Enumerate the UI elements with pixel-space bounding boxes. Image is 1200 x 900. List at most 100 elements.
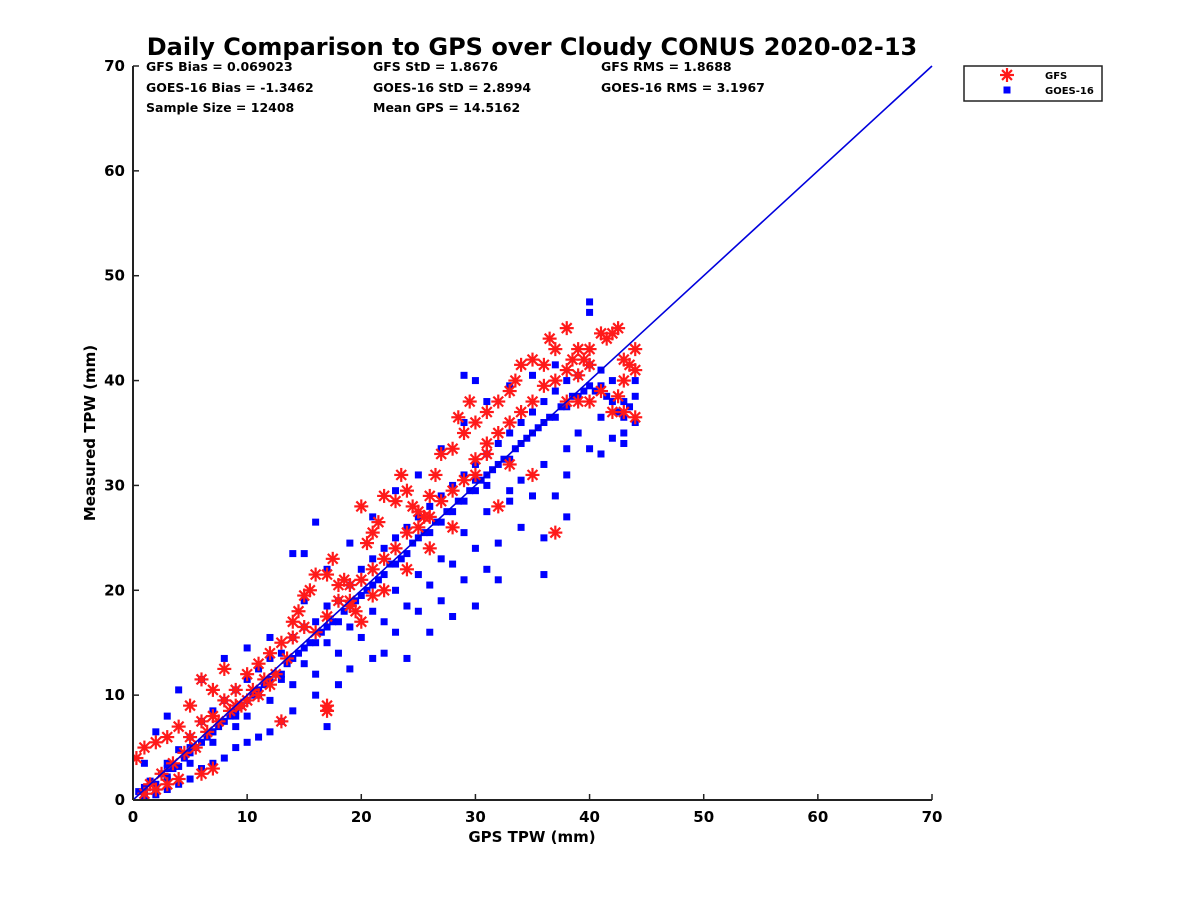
goes16-point bbox=[574, 429, 582, 437]
goes16-point bbox=[449, 560, 457, 568]
goes16-point bbox=[197, 738, 205, 746]
y-tick-label: 0 bbox=[115, 791, 125, 809]
goes16-point bbox=[426, 581, 434, 589]
goes16-point bbox=[529, 408, 536, 416]
gfs-point bbox=[302, 583, 317, 598]
goes16-point bbox=[232, 744, 240, 752]
y-tick-label: 50 bbox=[104, 267, 125, 285]
goes16-point bbox=[460, 529, 468, 537]
gfs-point bbox=[445, 520, 460, 535]
gfs-point bbox=[194, 766, 209, 781]
gfs-point bbox=[251, 656, 266, 671]
goes16-point bbox=[620, 398, 628, 406]
goes16-point bbox=[369, 607, 377, 615]
goes16-point bbox=[357, 592, 365, 600]
gfs-point bbox=[354, 499, 369, 514]
goes16-point bbox=[312, 618, 320, 626]
gfs-point bbox=[582, 357, 597, 372]
y-axis-ticks: 0 10 20 30 40 50 60 70 bbox=[104, 57, 139, 809]
stat-text: Mean GPS = 14.5162 bbox=[373, 100, 520, 115]
gfs-point bbox=[354, 572, 369, 587]
gfs-point bbox=[399, 525, 414, 540]
goes16-point bbox=[551, 413, 559, 421]
goes16-point bbox=[580, 387, 588, 395]
gfs-point bbox=[502, 457, 517, 472]
goes16-point bbox=[140, 759, 148, 767]
gfs-point bbox=[291, 604, 306, 619]
goes16-point bbox=[243, 738, 251, 746]
goes16-point bbox=[506, 497, 514, 505]
legend-gfs-label: GFS bbox=[1045, 71, 1067, 82]
gfs-point bbox=[194, 672, 209, 687]
goes16-point bbox=[471, 602, 479, 610]
goes16-point bbox=[152, 728, 160, 736]
gfs-point bbox=[514, 405, 529, 420]
gfs-point bbox=[468, 467, 483, 482]
gfs-point bbox=[502, 384, 517, 399]
goes16-point bbox=[608, 398, 616, 406]
goes16-point bbox=[340, 607, 348, 615]
gfs-point bbox=[479, 436, 494, 451]
stat-text: Sample Size = 12408 bbox=[146, 100, 294, 115]
goes16-point bbox=[289, 681, 297, 689]
goes16-point bbox=[517, 419, 525, 427]
goes16-point bbox=[346, 665, 354, 673]
gfs-point bbox=[377, 488, 392, 503]
goes16-point bbox=[374, 576, 382, 584]
goes16-point bbox=[529, 492, 536, 500]
gfs-point bbox=[628, 410, 643, 425]
gfs-point bbox=[616, 373, 631, 388]
goes16-point bbox=[369, 513, 377, 521]
gfs-point bbox=[285, 614, 300, 629]
goes16-point bbox=[437, 518, 445, 526]
gfs-point bbox=[240, 693, 255, 708]
stat-text: GFS StD = 1.8676 bbox=[373, 59, 498, 74]
gfs-point bbox=[582, 342, 597, 357]
gfs-point bbox=[148, 782, 163, 797]
goes16-point bbox=[277, 649, 285, 657]
goes16-point bbox=[175, 746, 183, 754]
x-tick-label: 20 bbox=[351, 808, 372, 826]
goes16-point bbox=[277, 675, 285, 683]
goes16-point bbox=[186, 759, 194, 767]
gfs-point bbox=[274, 635, 289, 650]
gfs-point bbox=[388, 494, 403, 509]
goes16-point bbox=[334, 618, 342, 626]
goes16-point bbox=[397, 555, 405, 563]
gfs-point bbox=[388, 541, 403, 556]
gfs-point bbox=[205, 761, 220, 776]
goes16-point bbox=[563, 513, 571, 521]
x-tick-label: 0 bbox=[128, 808, 138, 826]
gfs-point bbox=[365, 562, 380, 577]
goes16-point bbox=[551, 387, 559, 395]
goes16-point bbox=[392, 487, 400, 495]
gfs-point bbox=[422, 541, 437, 556]
x-tick-label: 30 bbox=[465, 808, 486, 826]
goes16-point bbox=[563, 377, 571, 385]
gfs-point bbox=[462, 394, 477, 409]
y-tick-label: 20 bbox=[104, 581, 125, 599]
goes16-point bbox=[506, 487, 514, 495]
goes16-point bbox=[551, 492, 559, 500]
gfs-point bbox=[571, 368, 586, 383]
goes16-point bbox=[306, 639, 314, 647]
gfs-point bbox=[508, 373, 523, 388]
goes16-point bbox=[608, 434, 616, 442]
gfs-point bbox=[217, 693, 232, 708]
goes16-point bbox=[186, 775, 194, 783]
goes16-point bbox=[163, 712, 171, 720]
gfs-point bbox=[320, 567, 335, 582]
stat-text: GOES-16 Bias = -1.3462 bbox=[146, 80, 314, 95]
goes16-point bbox=[603, 392, 611, 400]
stat-text: GFS RMS = 1.8688 bbox=[601, 59, 732, 74]
goes16-point bbox=[220, 654, 228, 662]
gfs-point bbox=[451, 410, 466, 425]
gfs-point bbox=[525, 394, 540, 409]
gfs-point bbox=[542, 331, 557, 346]
goes16-point bbox=[449, 508, 457, 516]
gfs-point bbox=[171, 719, 186, 734]
goes16-point bbox=[471, 377, 479, 385]
gfs-point bbox=[611, 321, 626, 336]
y-tick-label: 30 bbox=[104, 476, 125, 494]
